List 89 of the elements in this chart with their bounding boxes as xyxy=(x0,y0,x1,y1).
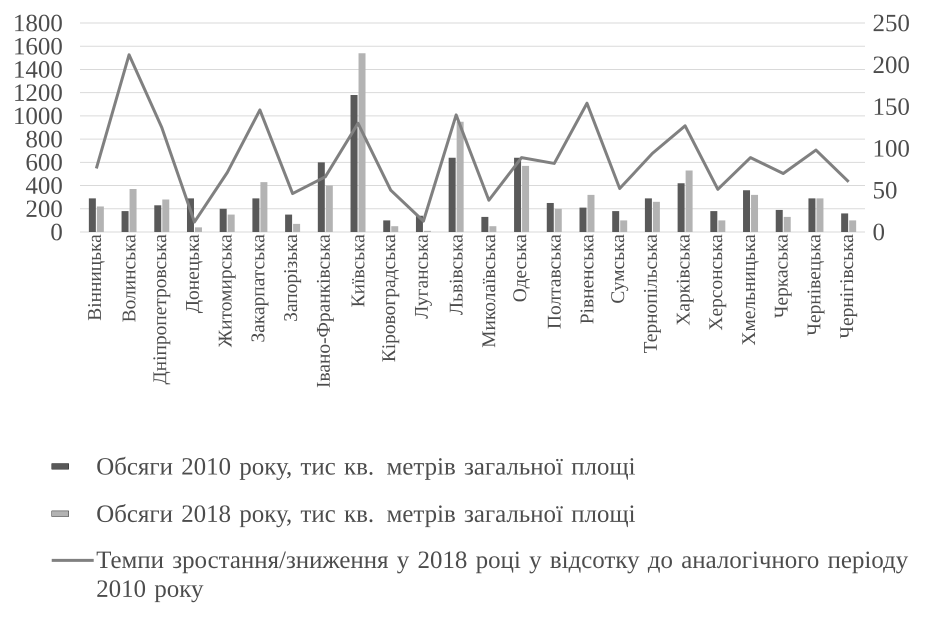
x-tick-label: Тернопільська xyxy=(644,234,661,354)
x-tick-label: Житомирська xyxy=(218,234,236,348)
legend-label: Обсяги 2010 року, тис кв. метрів загальної площі xyxy=(97,456,636,480)
y2-tick-label: 250 xyxy=(874,14,909,32)
bar xyxy=(391,226,398,232)
bar xyxy=(612,211,620,232)
legend-label: Темпи зростання/зниження у 2018 році у відсотку до аналогічного періоду 2010 року xyxy=(96,551,908,602)
bar xyxy=(383,220,390,232)
bar xyxy=(522,166,530,232)
x-tick-label: Івано-Франківська xyxy=(316,234,334,388)
bar xyxy=(718,220,726,232)
y2-tick-label: 100 xyxy=(874,140,909,157)
bar xyxy=(849,220,856,232)
bar xyxy=(228,214,235,232)
y-tick-label: 0 xyxy=(51,224,62,240)
bar xyxy=(358,53,366,232)
bar xyxy=(220,208,227,232)
x-tick-label: Кіровоградська xyxy=(382,234,400,362)
bar xyxy=(620,220,628,232)
x-tick-label: Хмельницька xyxy=(742,234,759,346)
x-tick-label: Полтавська xyxy=(548,234,561,328)
bar xyxy=(285,214,292,232)
bar xyxy=(784,216,791,232)
bar xyxy=(326,186,333,232)
bar xyxy=(162,199,170,232)
bar xyxy=(96,206,104,232)
bar xyxy=(260,182,268,232)
bar xyxy=(743,190,750,232)
x-tick-label: Одеська xyxy=(513,234,530,302)
bar xyxy=(88,198,96,232)
bar xyxy=(579,208,586,232)
bar xyxy=(644,198,652,232)
bar xyxy=(154,205,162,232)
bar xyxy=(252,198,260,232)
y-tick-label: 1600 xyxy=(15,38,62,55)
legend-label: Обсяги 2018 року, тис кв. метрів загальної площі xyxy=(97,504,636,528)
x-tick-label: Львівська xyxy=(450,234,463,315)
x-tick-label: Закарпатська xyxy=(251,234,268,342)
x-tick-label: Харківська xyxy=(676,234,694,326)
bar xyxy=(776,210,783,232)
bar xyxy=(841,213,848,232)
bar xyxy=(350,94,358,232)
y-tick-label: 1200 xyxy=(15,84,62,102)
x-tick-label: Волинська xyxy=(122,234,136,322)
y-tick-label: 1000 xyxy=(15,107,62,124)
x-tick-label: Миколаївська xyxy=(482,234,496,348)
bar xyxy=(130,189,137,232)
y-tick-label: 800 xyxy=(26,130,62,148)
y2-tick-label: 150 xyxy=(874,98,909,116)
bar xyxy=(686,170,693,232)
x-tick-label: Чернівецька xyxy=(807,234,824,336)
bar xyxy=(678,183,685,232)
y2-tick-label: 200 xyxy=(874,56,909,74)
bar xyxy=(808,198,816,232)
bar xyxy=(456,122,464,232)
x-tick-label: Луганська xyxy=(414,234,432,319)
x-tick-label: Донецька xyxy=(186,234,203,314)
bar xyxy=(293,224,300,232)
bar xyxy=(481,216,488,232)
bar xyxy=(587,194,594,232)
bar xyxy=(489,226,496,232)
x-tick-label: Київська xyxy=(352,234,364,307)
bar xyxy=(710,211,718,232)
x-tick-label: Дніпропетровська xyxy=(153,234,170,384)
x-tick-label: Черкаська xyxy=(774,234,792,318)
bar xyxy=(194,227,202,232)
bar xyxy=(318,162,325,232)
bar xyxy=(652,202,660,232)
x-tick-label: Запорізька xyxy=(284,234,302,321)
bar xyxy=(122,211,129,232)
bar xyxy=(554,208,562,232)
y-tick-label: 600 xyxy=(26,154,62,171)
bar xyxy=(514,158,522,232)
y-tick-label: 1800 xyxy=(15,14,62,32)
bar xyxy=(751,194,758,232)
y-tick-label: 1400 xyxy=(15,61,62,78)
bar xyxy=(816,198,824,232)
x-tick-label: Сумська xyxy=(611,234,628,303)
x-tick-label: Рівненська xyxy=(580,234,594,324)
x-tick-label: Вінницька xyxy=(88,234,105,320)
y-tick-label: 400 xyxy=(26,177,62,194)
x-tick-label: Херсонська xyxy=(709,234,726,330)
line-series xyxy=(94,53,850,224)
bar xyxy=(448,158,456,232)
y2-tick-label: 0 xyxy=(873,224,884,240)
y-tick-label: 200 xyxy=(26,200,62,218)
y2-tick-label: 50 xyxy=(874,182,896,199)
x-tick-label: Чернігівська xyxy=(840,234,858,338)
bar xyxy=(546,202,554,232)
